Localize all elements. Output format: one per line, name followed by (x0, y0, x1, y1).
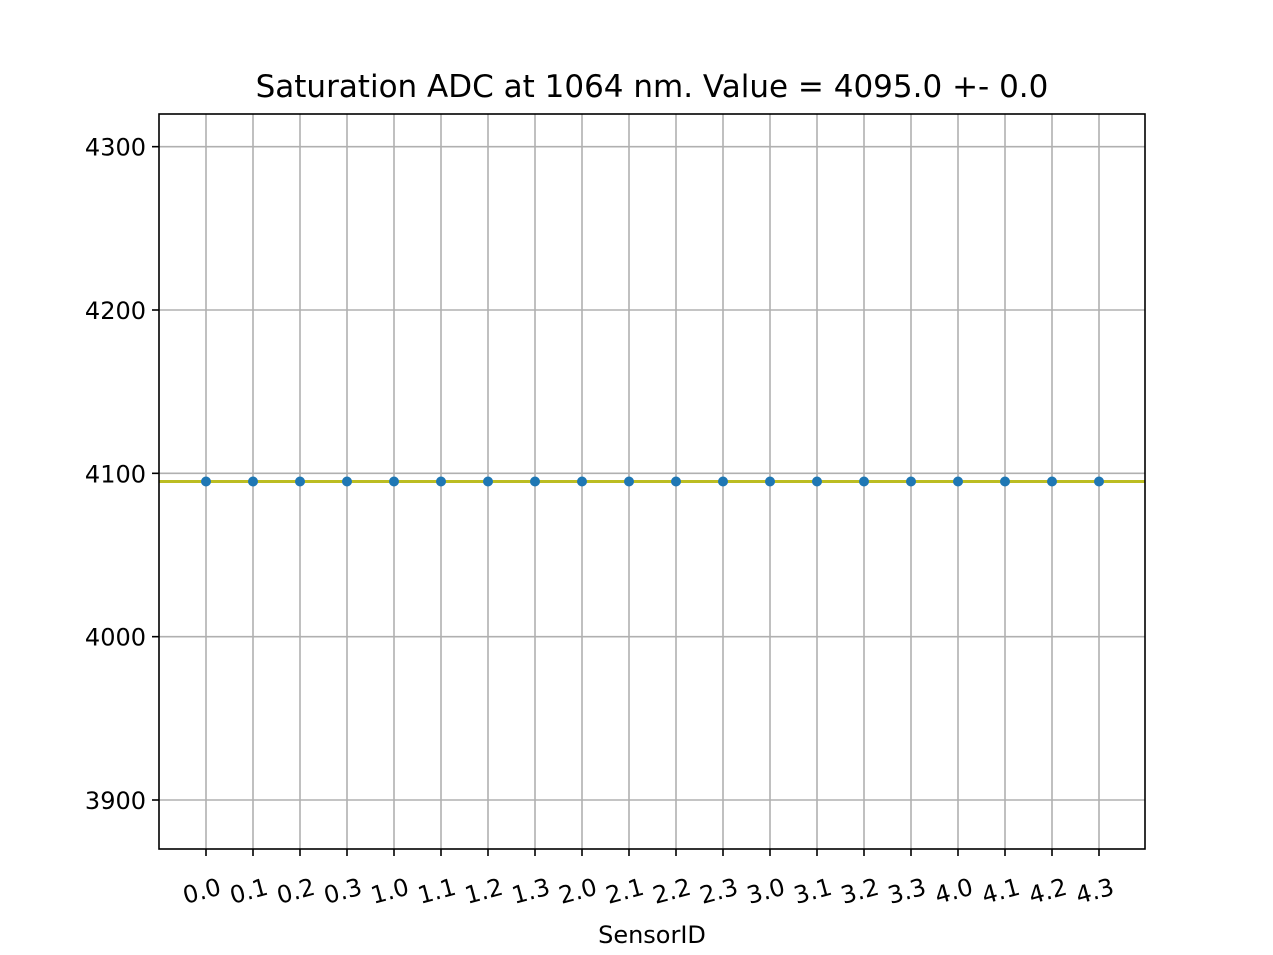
y-axis: 3900 4000 4100 4200 4300 (85, 134, 159, 815)
data-point (718, 476, 728, 487)
data-point (624, 476, 634, 487)
data-point (765, 476, 775, 487)
data-point (436, 476, 446, 487)
data-point (577, 476, 587, 487)
data-point (530, 476, 540, 487)
y-tick-label: 4000 (85, 624, 146, 652)
data-point (342, 476, 352, 487)
data-point (1000, 476, 1010, 487)
y-tick-label: 4100 (85, 460, 146, 488)
chart-title: Saturation ADC at 1064 nm. Value = 4095.… (256, 69, 1049, 105)
data-point (1047, 476, 1057, 487)
data-points (201, 476, 1104, 487)
y-tick-label: 4300 (85, 134, 146, 162)
data-point (248, 476, 258, 487)
data-point (1094, 476, 1104, 487)
data-point (295, 476, 305, 487)
data-point (953, 476, 963, 487)
data-point (906, 476, 916, 487)
data-point (859, 476, 869, 487)
data-point (389, 476, 399, 487)
plot-frame (158, 113, 1146, 850)
data-point (671, 476, 681, 487)
data-point (812, 476, 822, 487)
data-point (483, 476, 493, 487)
y-tick-label: 3900 (85, 787, 146, 815)
x-axis-label: SensorID (598, 921, 706, 949)
y-tick-label: 4200 (85, 297, 146, 325)
data-point (201, 476, 211, 487)
